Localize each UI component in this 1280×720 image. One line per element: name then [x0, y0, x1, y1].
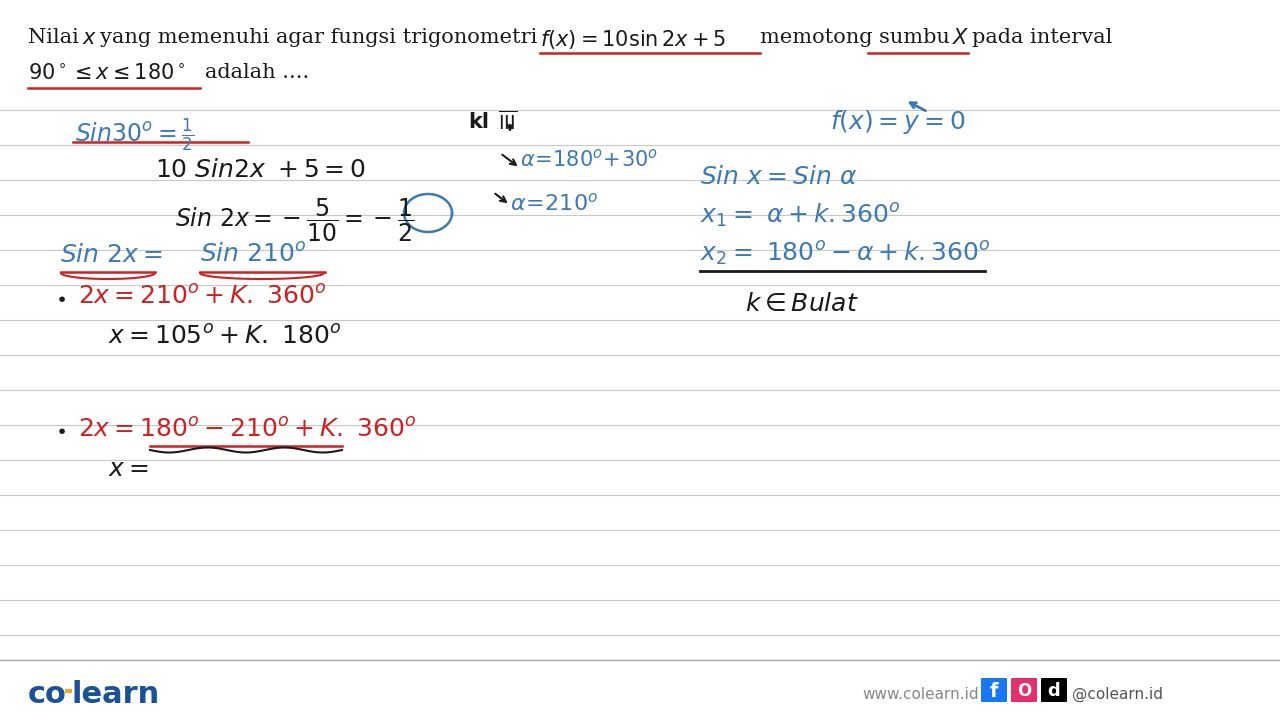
Text: $X$: $X$: [952, 28, 969, 48]
Text: memotong sumbu: memotong sumbu: [760, 28, 950, 47]
Text: $Sin\ x = Sin\ \alpha$: $Sin\ x = Sin\ \alpha$: [700, 165, 858, 189]
Text: $2x= 180^o - 210^o + K.\ 360^o$: $2x= 180^o - 210^o + K.\ 360^o$: [78, 418, 417, 442]
Text: www.colearn.id: www.colearn.id: [861, 687, 979, 702]
FancyBboxPatch shape: [1011, 678, 1037, 702]
Text: $\alpha\!=\!180^o\!+\!30^o$: $\alpha\!=\!180^o\!+\!30^o$: [520, 148, 658, 170]
Text: $f(x) = 10\sin 2x + 5$: $f(x) = 10\sin 2x + 5$: [540, 28, 726, 51]
Text: $Sin\ 210^o$: $Sin\ 210^o$: [200, 243, 307, 267]
Text: $\overline{\mathrm{III}}$: $\overline{\mathrm{III}}$: [498, 110, 517, 134]
Text: $90^\circ \leq x \leq 180^\circ$: $90^\circ \leq x \leq 180^\circ$: [28, 63, 186, 83]
Text: $Sin\ 2x=$: $Sin\ 2x=$: [60, 243, 163, 267]
Text: $Sin\ 2x = -\dfrac{5}{10} = -\dfrac{1}{2}$: $Sin\ 2x = -\dfrac{5}{10} = -\dfrac{1}{2…: [175, 197, 415, 244]
Text: $x_2 =\ 180^o - \alpha + k.360^o$: $x_2 =\ 180^o - \alpha + k.360^o$: [700, 240, 991, 269]
Text: $x = 105^o + K.\ 180^o$: $x = 105^o + K.\ 180^o$: [108, 325, 342, 349]
Text: f: f: [989, 682, 998, 701]
Text: $f(x) = y = 0$: $f(x) = y = 0$: [829, 108, 965, 136]
FancyBboxPatch shape: [1041, 678, 1068, 702]
Text: $x_1 =\ \alpha + k.360^o$: $x_1 =\ \alpha + k.360^o$: [700, 202, 900, 230]
Text: $x$: $x$: [82, 28, 97, 48]
Text: @colearn.id: @colearn.id: [1073, 687, 1164, 702]
Text: $\bullet$: $\bullet$: [55, 420, 65, 439]
Text: O: O: [1016, 682, 1032, 700]
Text: d: d: [1047, 682, 1060, 700]
Text: $10\ Sin2x\ +5=0$: $10\ Sin2x\ +5=0$: [155, 158, 366, 182]
Text: yang memenuhi agar fungsi trigonometri: yang memenuhi agar fungsi trigonometri: [100, 28, 538, 47]
Text: learn: learn: [72, 680, 160, 709]
Text: pada interval: pada interval: [972, 28, 1112, 47]
Text: $x =$: $x =$: [108, 457, 148, 481]
Text: $k \in Bulat$: $k \in Bulat$: [745, 292, 859, 316]
Text: $2x = 210^o + K.\ 360^o$: $2x = 210^o + K.\ 360^o$: [78, 285, 326, 309]
Text: $Sin30^o = \frac{1}{2}$: $Sin30^o = \frac{1}{2}$: [76, 117, 195, 154]
FancyBboxPatch shape: [980, 678, 1007, 702]
Text: $\bullet$: $\bullet$: [55, 288, 65, 307]
Text: kl: kl: [468, 112, 489, 132]
Text: Nilai: Nilai: [28, 28, 79, 47]
Text: adalah ....: adalah ....: [205, 63, 310, 82]
Text: $\alpha\!=\!210^o$: $\alpha\!=\!210^o$: [509, 192, 598, 214]
Text: co: co: [28, 680, 67, 709]
